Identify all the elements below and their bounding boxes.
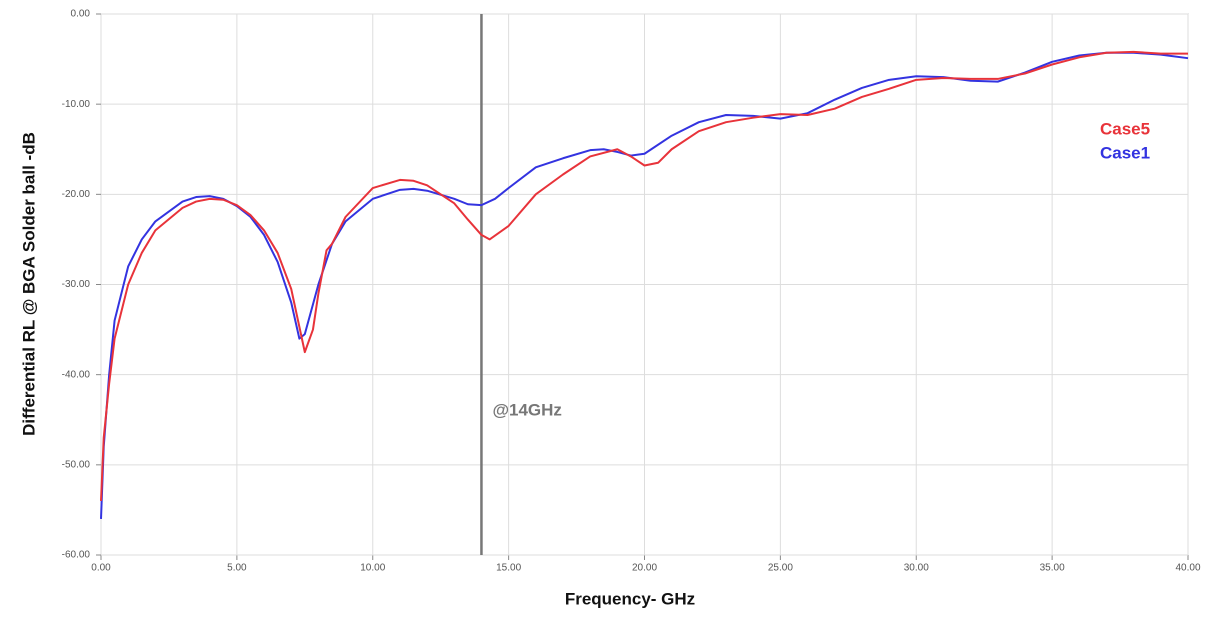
y-tick-label: -60.00	[62, 550, 91, 561]
x-tick-label: 40.00	[1175, 563, 1200, 574]
series-line	[100, 50, 1188, 501]
y-tick-label: -40.00	[62, 369, 91, 380]
x-axis-label: Frequency- GHz	[565, 589, 695, 608]
x-tick-label: 10.00	[360, 563, 385, 574]
x-tick-label: 0.00	[91, 563, 111, 574]
x-tick-label: 15.00	[496, 563, 521, 574]
legend-label: Case1	[1100, 143, 1150, 162]
y-tick-label: -50.00	[62, 459, 91, 470]
x-tick-label: 25.00	[768, 563, 793, 574]
legend-label: Case5	[1100, 119, 1150, 138]
annotation: @14GHz	[492, 400, 562, 419]
x-tick-label: 20.00	[632, 563, 657, 574]
y-tick-label: 0.00	[71, 9, 91, 20]
x-tick-label: 30.00	[904, 563, 929, 574]
y-axis-label: Differential RL @ BGA Solder ball -dB	[19, 132, 38, 436]
y-tick-label: -20.00	[62, 189, 91, 200]
y-tick-label: -10.00	[62, 99, 91, 110]
y-tick-label: -30.00	[62, 279, 91, 290]
x-tick-label: 35.00	[1040, 563, 1065, 574]
series-line	[100, 51, 1189, 519]
x-tick-label: 5.00	[227, 563, 247, 574]
